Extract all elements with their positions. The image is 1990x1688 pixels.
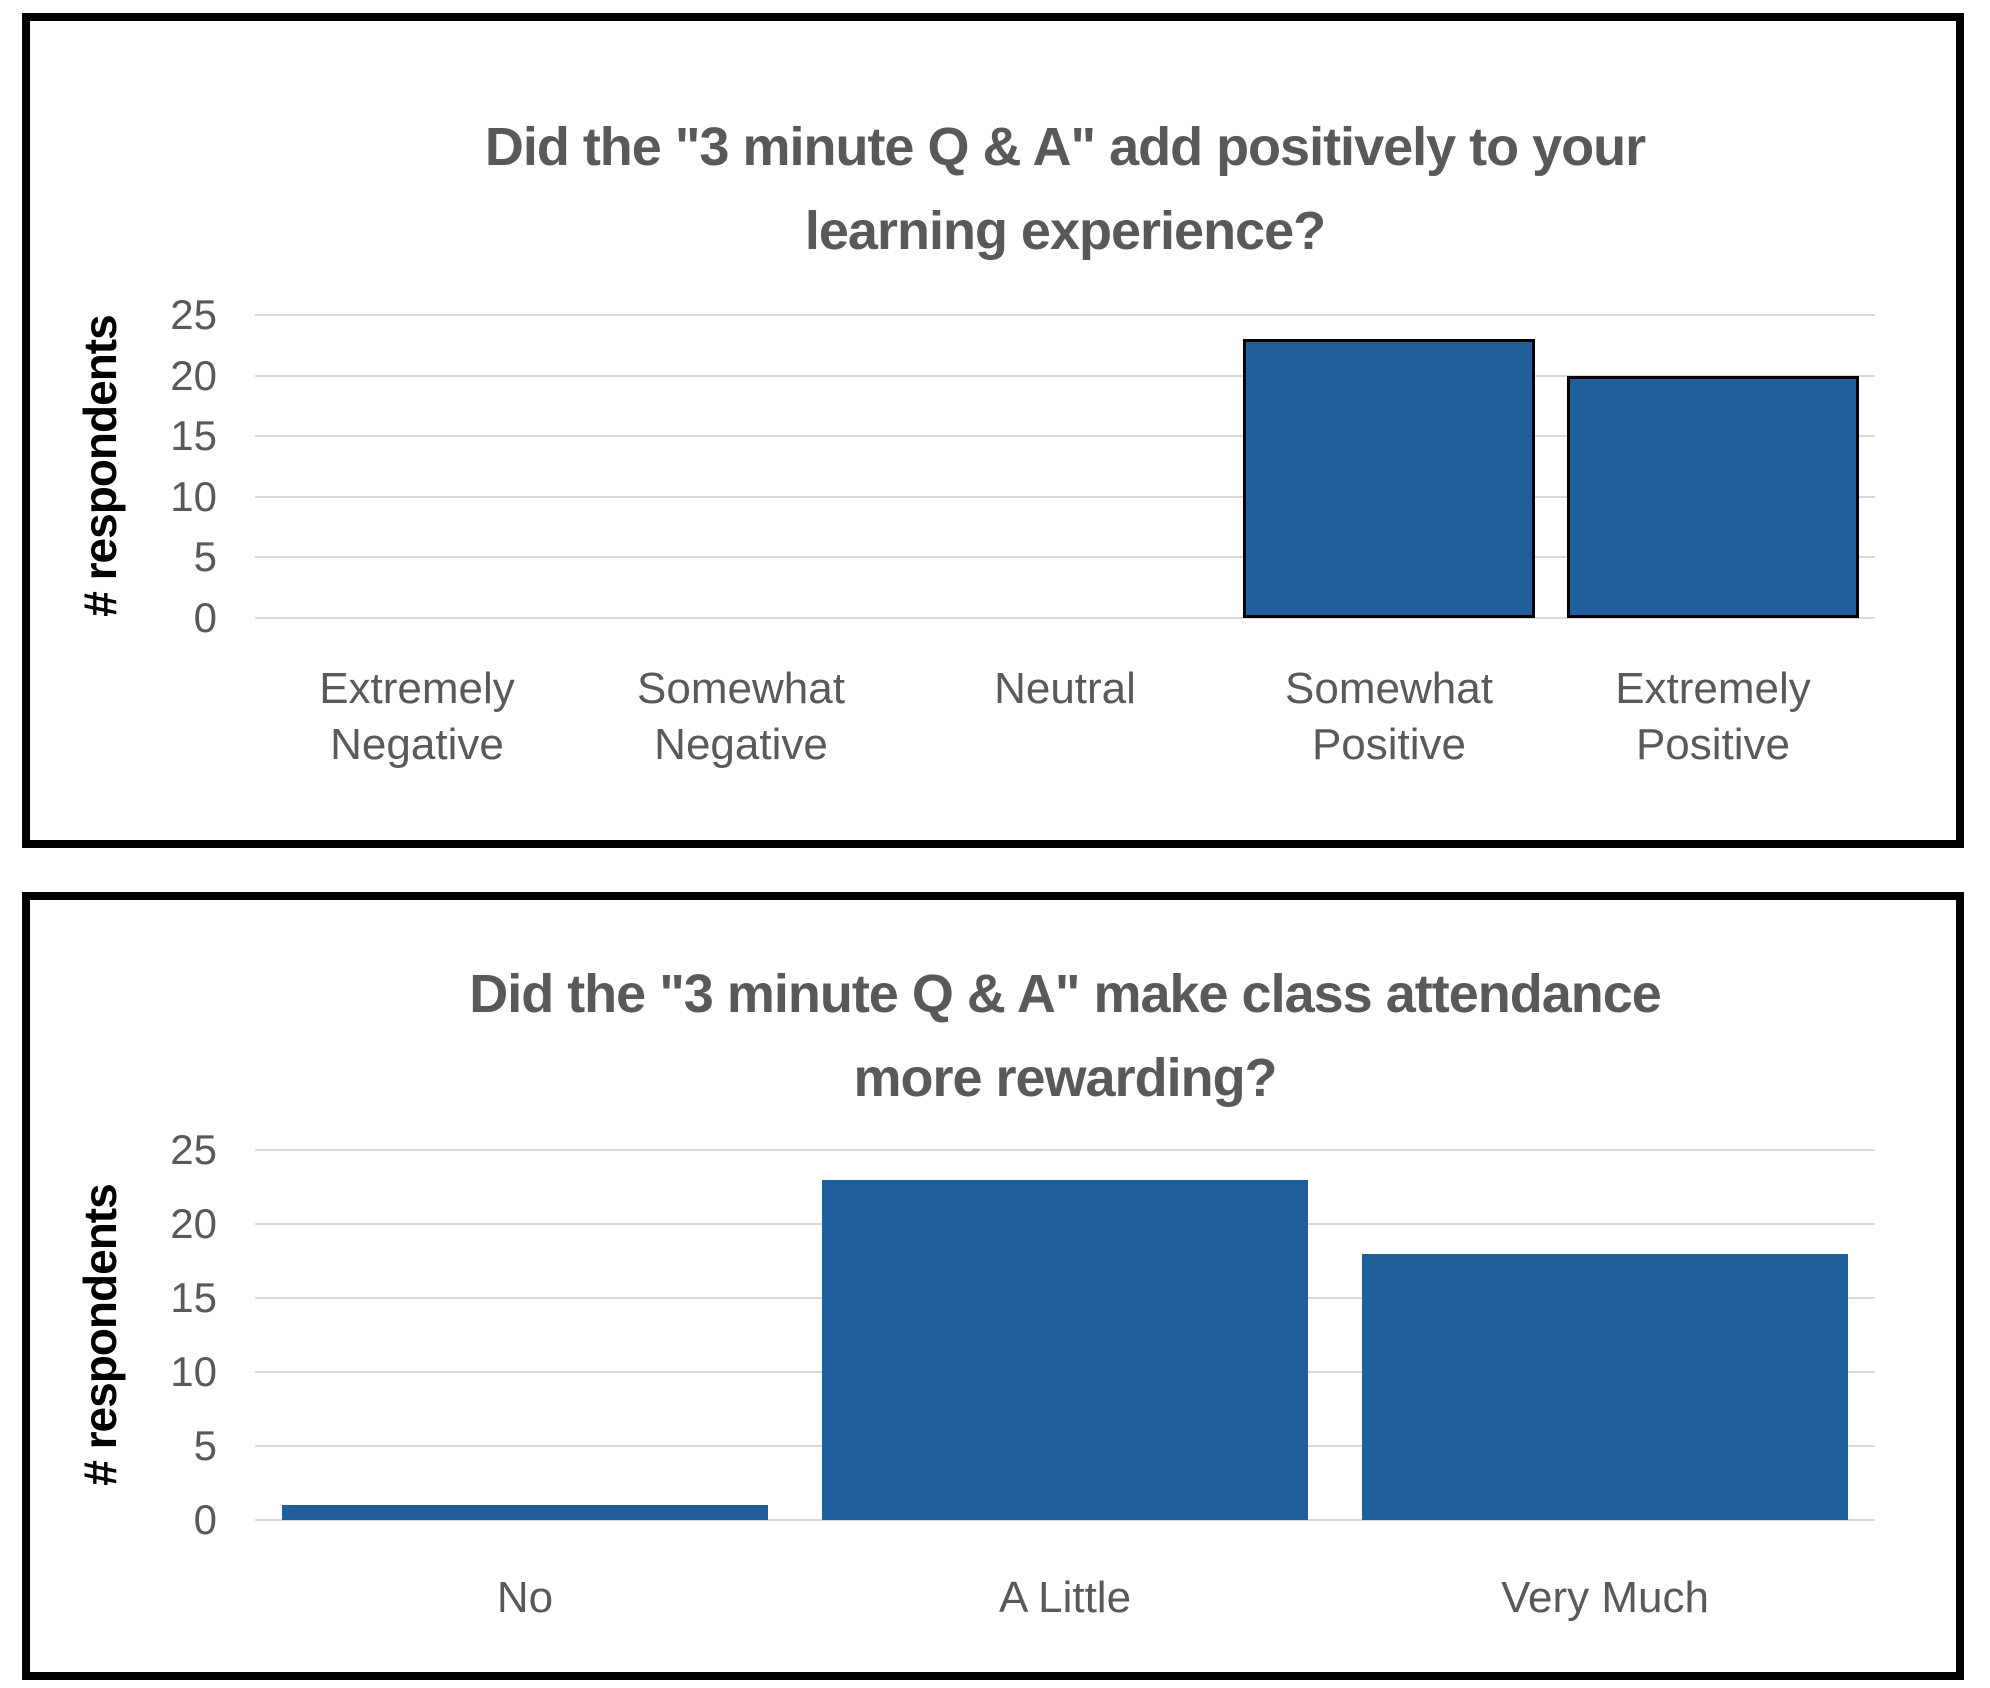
y-axis-label: # respondents [74, 315, 126, 617]
y-tick-label: 10 [170, 472, 217, 520]
y-tick-label: 5 [193, 533, 217, 581]
y-axis-label: # respondents [74, 1184, 126, 1486]
gridline [255, 1519, 1875, 1521]
gridline [255, 556, 1875, 559]
bar-somewhat-positive [1243, 339, 1535, 618]
gridline [255, 617, 1875, 619]
survey-chart-class-attendance: Did the "3 minute Q & A" make class atte… [22, 892, 1964, 1680]
gridline [255, 374, 1875, 377]
y-tick-label: 15 [170, 412, 217, 460]
y-tick-label: 0 [193, 1496, 217, 1543]
chart-title-line-1: Did the "3 minute Q & A" make class atte… [469, 964, 1662, 1024]
chart-title: Did the "3 minute Q & A" make class atte… [255, 952, 1875, 1120]
chart-title-line-1: Did the "3 minute Q & A" add positively … [484, 117, 1646, 177]
x-category-label: Somewhat Negative [637, 664, 845, 769]
bar-a-little [822, 1179, 1308, 1520]
x-category-label: Extremely Positive [1615, 664, 1811, 769]
gridline [255, 495, 1875, 498]
gridline [255, 1149, 1875, 1151]
y-tick-label: 20 [170, 351, 217, 399]
gridline [255, 435, 1875, 438]
y-tick-label: 15 [170, 1274, 217, 1321]
y-tick-label: 25 [170, 291, 217, 338]
y-tick-label: 0 [193, 594, 217, 641]
survey-chart-learning-experience: Did the "3 minute Q & A" add positively … [22, 13, 1964, 848]
x-category-label: Very Much [1501, 1573, 1709, 1622]
x-category-label: A Little [998, 1573, 1132, 1622]
plot-area [255, 1149, 1875, 1521]
x-category-label: Somewhat Positive [1285, 664, 1493, 769]
gridline [255, 314, 1875, 316]
y-tick-label: 20 [170, 1200, 217, 1247]
chart-title-line-2: learning experience? [804, 201, 1326, 261]
bar-extremely-positive [1567, 375, 1859, 618]
chart-title-line-2: more rewarding? [853, 1048, 1277, 1108]
y-tick-label: 5 [193, 1422, 217, 1469]
x-category-label: Neutral [994, 664, 1136, 713]
x-category-label: No [496, 1573, 554, 1622]
plot-area [255, 314, 1875, 619]
bar-very-much [1362, 1253, 1848, 1520]
x-category-label: Extremely Negative [319, 664, 515, 769]
y-tick-label: 10 [170, 1348, 217, 1395]
chart-title: Did the "3 minute Q & A" add positively … [255, 105, 1875, 273]
y-tick-label: 25 [170, 1126, 217, 1173]
bar-no [282, 1505, 768, 1520]
